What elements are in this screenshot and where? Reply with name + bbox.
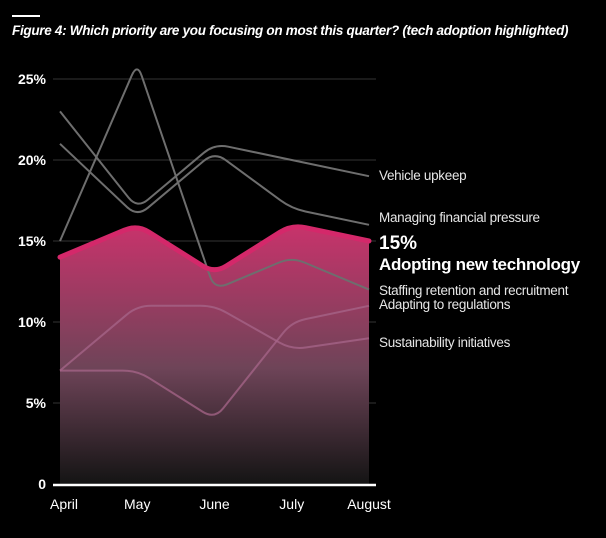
y-tick-label: 5% bbox=[26, 395, 47, 411]
y-tick-label: 15% bbox=[18, 233, 47, 249]
highlight-line-group bbox=[57, 224, 372, 273]
series-label: Vehicle upkeep bbox=[379, 168, 466, 183]
y-tick-label: 0 bbox=[38, 476, 46, 492]
series-label: Sustainability initiatives bbox=[379, 335, 511, 350]
highlight-area-fill bbox=[60, 226, 369, 484]
x-tick-label: August bbox=[347, 496, 391, 512]
y-axis-ticks: 0 5% 10% 15% 20% 25% bbox=[18, 71, 47, 492]
x-tick-label: June bbox=[199, 496, 230, 512]
x-axis: April May June July August bbox=[50, 483, 391, 512]
series-label: Managing financial pressure bbox=[379, 210, 540, 225]
y-tick-label: 10% bbox=[18, 314, 47, 330]
highlight-value-label: 15% bbox=[379, 233, 417, 254]
series-line-sustainability-initiatives bbox=[59, 304, 370, 372]
series-label: Staffing retention and recruitment bbox=[379, 283, 569, 298]
y-tick-label: 25% bbox=[18, 71, 47, 87]
series-line-vehicle-upkeep bbox=[59, 110, 370, 205]
highlight-series-label: Adopting new technology bbox=[379, 255, 581, 274]
series-line-adapting-to-regulations bbox=[60, 304, 370, 416]
series-label: Adapting to regulations bbox=[379, 297, 511, 312]
series-line-managing-financial-pressure bbox=[59, 143, 370, 226]
highlight-line bbox=[57, 224, 372, 273]
series-lines bbox=[59, 68, 370, 416]
x-tick-label: April bbox=[50, 496, 78, 512]
y-tick-label: 20% bbox=[18, 152, 47, 168]
series-line-staffing-retention-and-recruitment bbox=[59, 68, 370, 291]
figure-title: Figure 4: Which priority are you focusin… bbox=[12, 23, 569, 38]
series-labels: Vehicle upkeep Managing financial pressur… bbox=[379, 168, 581, 350]
x-tick-label: July bbox=[279, 496, 304, 512]
title-rule bbox=[12, 15, 40, 17]
x-tick-label: May bbox=[124, 496, 150, 512]
highlight-area bbox=[60, 226, 369, 484]
